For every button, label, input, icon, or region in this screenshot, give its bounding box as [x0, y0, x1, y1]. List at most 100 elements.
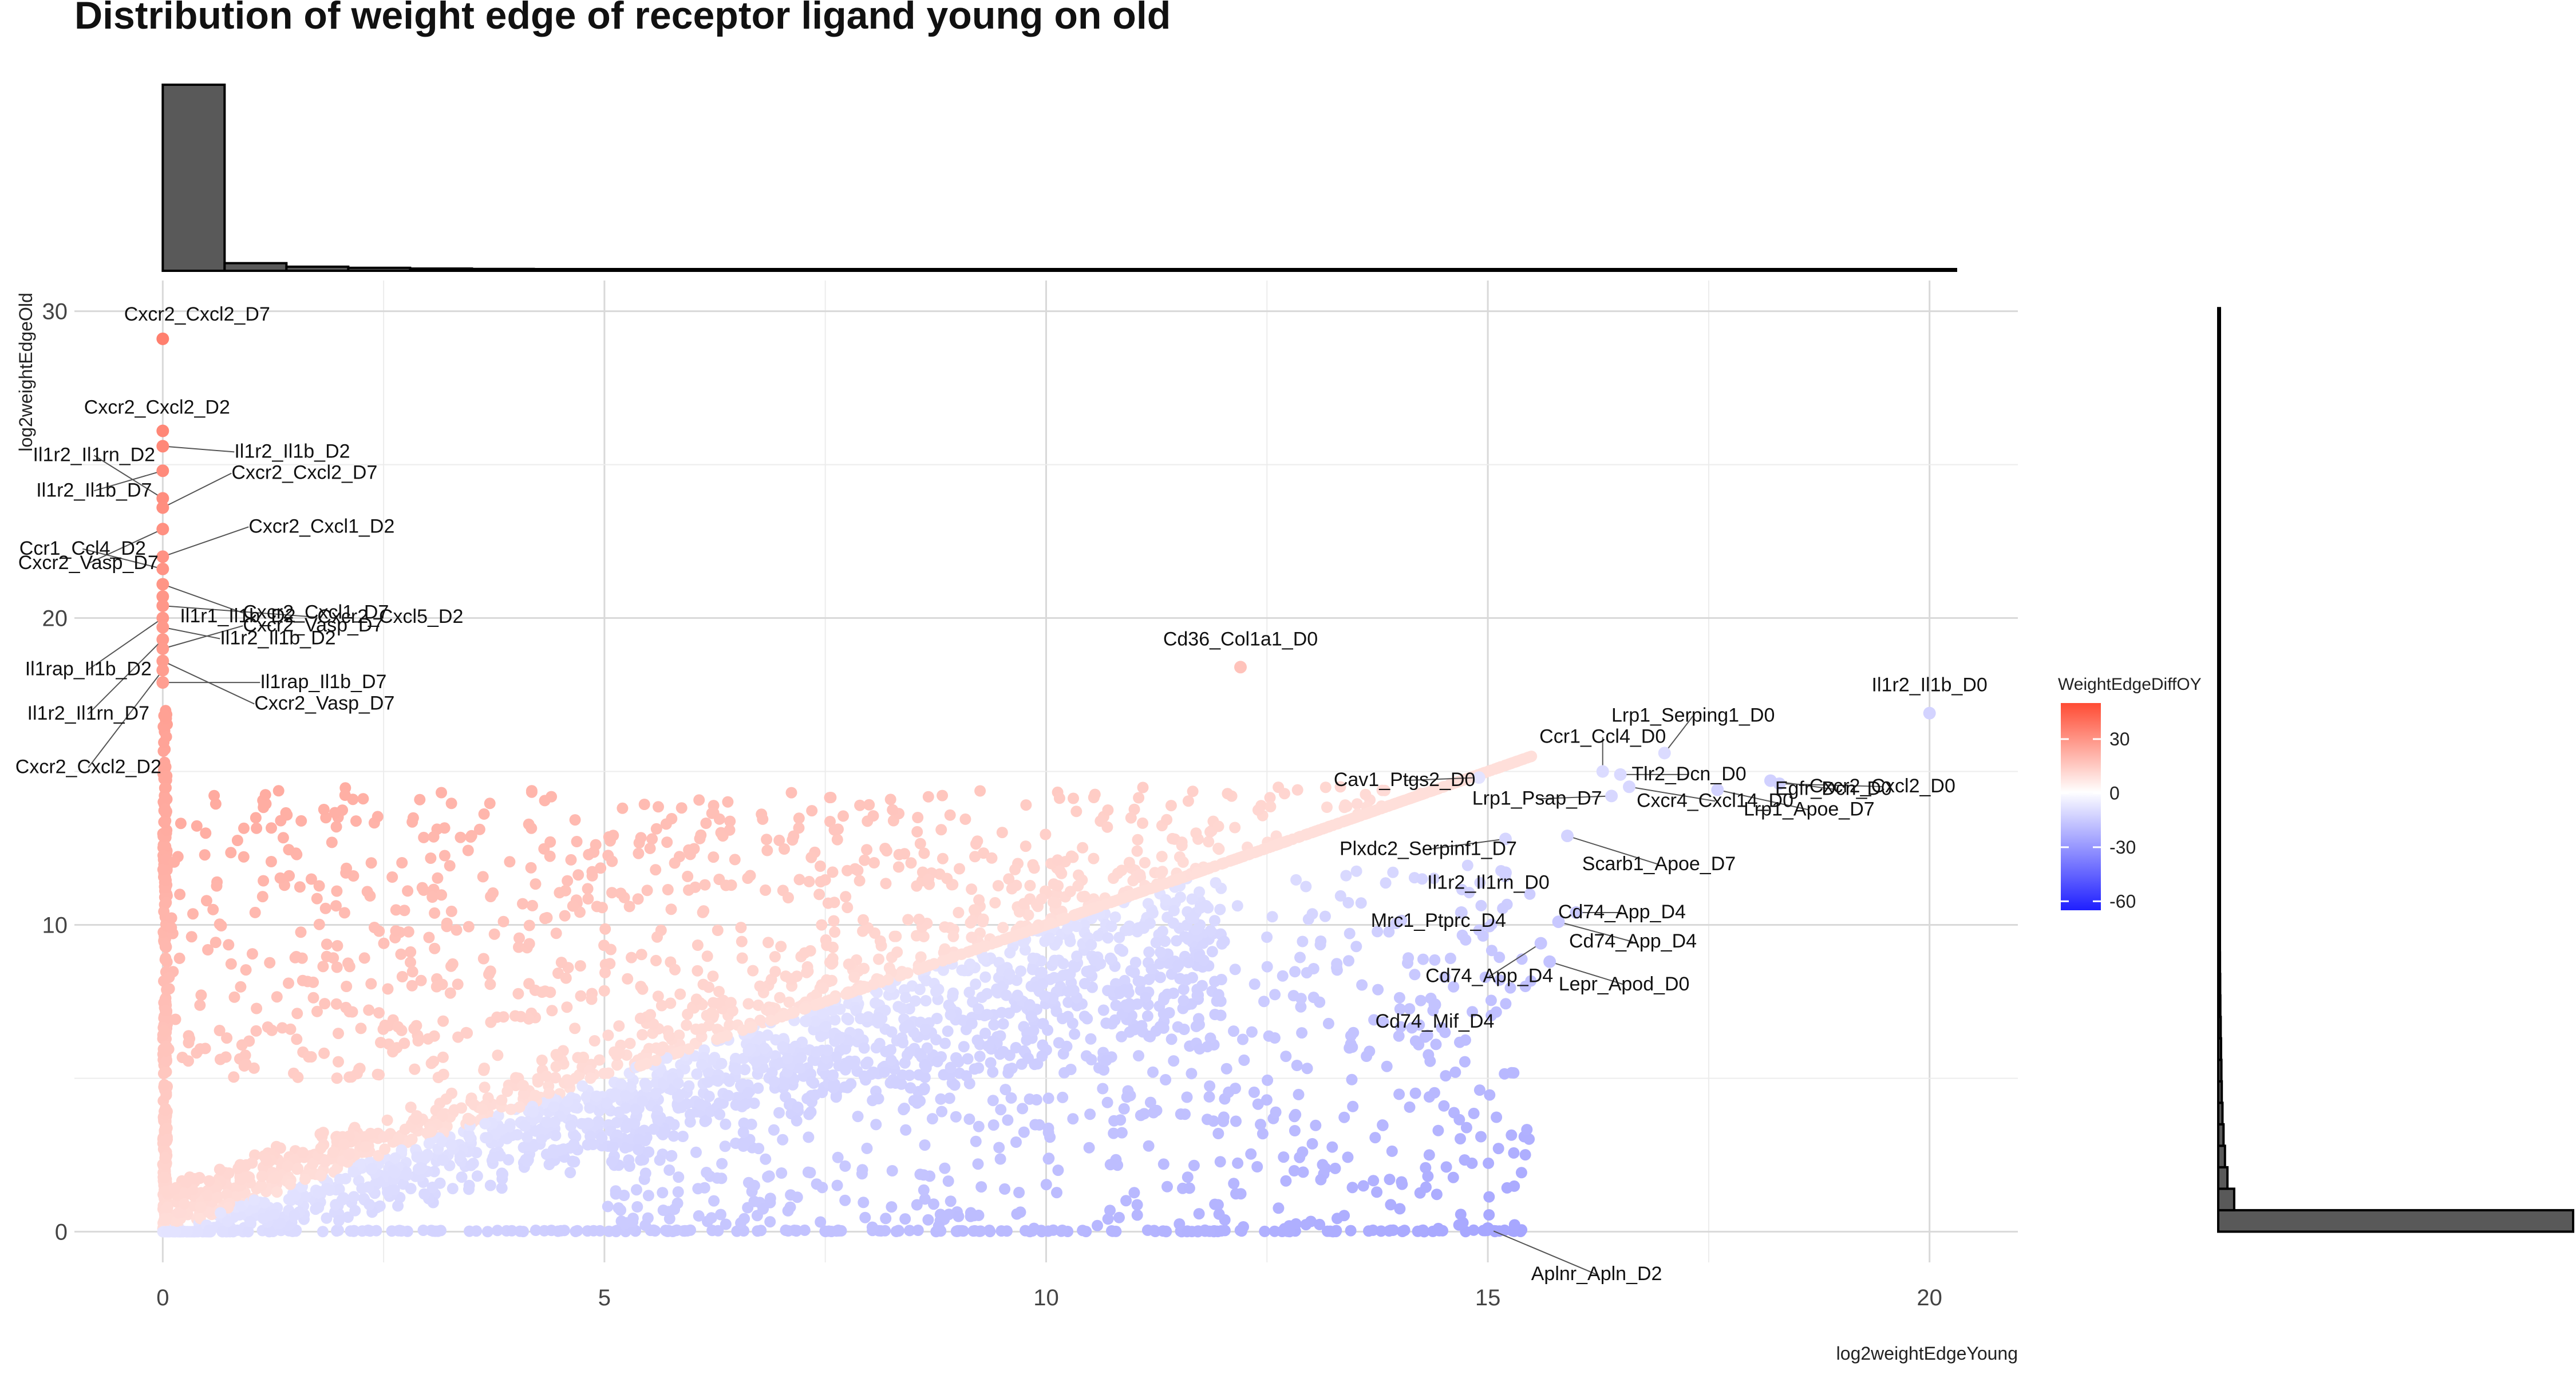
data-point [1394, 1021, 1406, 1033]
x-marginal-histogram [161, 84, 1957, 273]
point-label: Lrp1_Psap_D7 [1472, 787, 1602, 809]
data-point [203, 1175, 215, 1187]
data-point [1157, 1008, 1170, 1020]
data-point [631, 1201, 643, 1213]
data-point [1058, 1067, 1070, 1079]
data-point [596, 1132, 608, 1144]
data-point [858, 914, 869, 926]
data-point [1118, 1103, 1130, 1115]
data-point [642, 1190, 654, 1202]
data-point [1306, 1138, 1318, 1150]
data-point [716, 1158, 728, 1170]
data-point [1277, 970, 1289, 982]
data-point [1131, 1199, 1143, 1211]
data-point [550, 1061, 562, 1073]
data-point [800, 1002, 812, 1014]
data-point [1448, 981, 1460, 993]
data-point [1357, 1180, 1369, 1192]
data-point [548, 1101, 560, 1113]
data-point [720, 879, 732, 891]
data-point [1108, 1115, 1120, 1127]
point-label: Il1r2_Il1rn_D2 [33, 444, 156, 466]
data-point [1168, 905, 1180, 917]
data-point [285, 1178, 296, 1190]
data-point [1494, 951, 1506, 964]
data-point [598, 939, 610, 951]
y-hist-bar [2217, 650, 2221, 674]
data-point [841, 988, 853, 1000]
data-point [169, 1183, 181, 1195]
data-point [784, 973, 796, 985]
data-point [939, 1162, 951, 1174]
data-point [178, 1198, 190, 1210]
data-point [409, 1063, 421, 1075]
data-point [1417, 953, 1429, 965]
data-point [805, 851, 817, 863]
data-point [722, 1089, 734, 1101]
data-point [240, 964, 252, 976]
data-point [997, 1018, 1009, 1030]
data-point [492, 1225, 503, 1237]
data-point [375, 1037, 386, 1048]
point-label: Il1r2_Il1b_D7 [36, 479, 152, 501]
data-point [1264, 792, 1276, 804]
y-marginal-histogram [2217, 307, 2574, 1233]
x-hist-bar [1089, 268, 1153, 272]
data-point [817, 1008, 828, 1020]
data-point [1248, 1086, 1260, 1098]
data-point [388, 1184, 400, 1196]
data-point [406, 980, 418, 992]
data-point [1204, 925, 1216, 937]
data-point [569, 1022, 581, 1035]
y-hist-bar [2217, 500, 2221, 524]
data-point [379, 1143, 391, 1155]
legend-title: WeightEdgeDiffOY [2058, 675, 2202, 694]
data-point [1494, 974, 1506, 986]
data-point [199, 849, 211, 861]
data-point [157, 863, 169, 875]
data-point [580, 1091, 592, 1103]
data-point [830, 1051, 842, 1063]
data-point [953, 1210, 965, 1222]
data-point [730, 1052, 741, 1064]
data-point [1059, 912, 1071, 924]
data-point [159, 1079, 170, 1091]
data-point [1439, 1026, 1451, 1039]
data-point [227, 1226, 239, 1238]
data-point [1280, 1051, 1292, 1063]
data-point [430, 981, 442, 993]
data-point [315, 1170, 327, 1182]
data-point [1068, 792, 1079, 804]
y-hist-bar [2217, 564, 2221, 589]
data-point [315, 1142, 327, 1154]
data-point [857, 925, 869, 937]
data-point [243, 1171, 255, 1183]
data-point [1040, 828, 1052, 840]
data-point [584, 1102, 596, 1114]
data-point [714, 1108, 726, 1120]
data-point [1116, 864, 1128, 876]
data-point [1485, 994, 1497, 1006]
data-point [854, 799, 866, 811]
data-point [1519, 1149, 1531, 1161]
data-point [623, 1160, 635, 1172]
data-point [1029, 1059, 1041, 1071]
data-point [587, 1139, 599, 1150]
data-point [1132, 975, 1144, 987]
data-point [973, 894, 985, 906]
data-point [650, 1087, 662, 1099]
data-point [1190, 827, 1202, 839]
data-point [550, 1072, 562, 1084]
data-point [677, 1131, 689, 1142]
data-point [365, 857, 377, 869]
data-point [1447, 1171, 1459, 1183]
data-point [160, 1104, 171, 1116]
data-point [1067, 851, 1079, 863]
data-point [742, 1087, 754, 1099]
data-point [1327, 1226, 1339, 1238]
data-point [1042, 1092, 1054, 1104]
data-point [1155, 972, 1166, 984]
data-point [1202, 1114, 1213, 1126]
data-point [418, 831, 430, 843]
data-point [632, 893, 644, 905]
